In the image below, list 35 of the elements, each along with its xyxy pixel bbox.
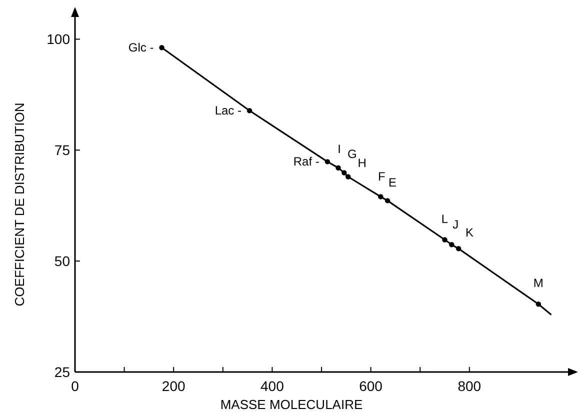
point — [346, 174, 351, 180]
x-axis-title: MASSE MOLECULAIRE — [220, 397, 363, 412]
annotation: L — [441, 212, 448, 226]
annotation: M — [533, 276, 544, 290]
annotation: Lac - — [214, 104, 242, 118]
point — [378, 194, 384, 200]
point — [384, 198, 390, 204]
point — [536, 302, 542, 307]
y-axis-title: COEFFICIENT DE DISTRIBUTION — [12, 102, 27, 306]
y-tick-label: 25 — [54, 364, 70, 380]
point — [159, 45, 164, 50]
point — [442, 237, 448, 242]
annotation: I — [338, 142, 341, 156]
point — [336, 165, 341, 170]
annotation: G — [348, 146, 357, 161]
x-tick-label: 400 — [260, 378, 284, 394]
x-tick-label: 800 — [458, 378, 482, 394]
annotation: Glc - — [128, 40, 154, 55]
y-tick-label: 75 — [54, 142, 70, 158]
annotation: E — [388, 176, 397, 190]
y-tick-label: 50 — [54, 253, 70, 270]
x-tick-label: 200 — [162, 378, 186, 394]
annotation: H — [358, 156, 366, 170]
y-tick-label: 100 — [46, 31, 70, 48]
point — [449, 242, 454, 248]
x-tick-label: 600 — [359, 378, 383, 394]
point — [246, 108, 252, 114]
annotation: K — [466, 226, 474, 240]
point — [456, 246, 462, 252]
x-tick-label: 0 — [71, 378, 80, 394]
point — [324, 159, 330, 164]
point — [342, 170, 347, 176]
annotation: J — [452, 218, 459, 232]
annotation: F — [378, 170, 386, 184]
annotation: Raf - — [293, 154, 320, 169]
